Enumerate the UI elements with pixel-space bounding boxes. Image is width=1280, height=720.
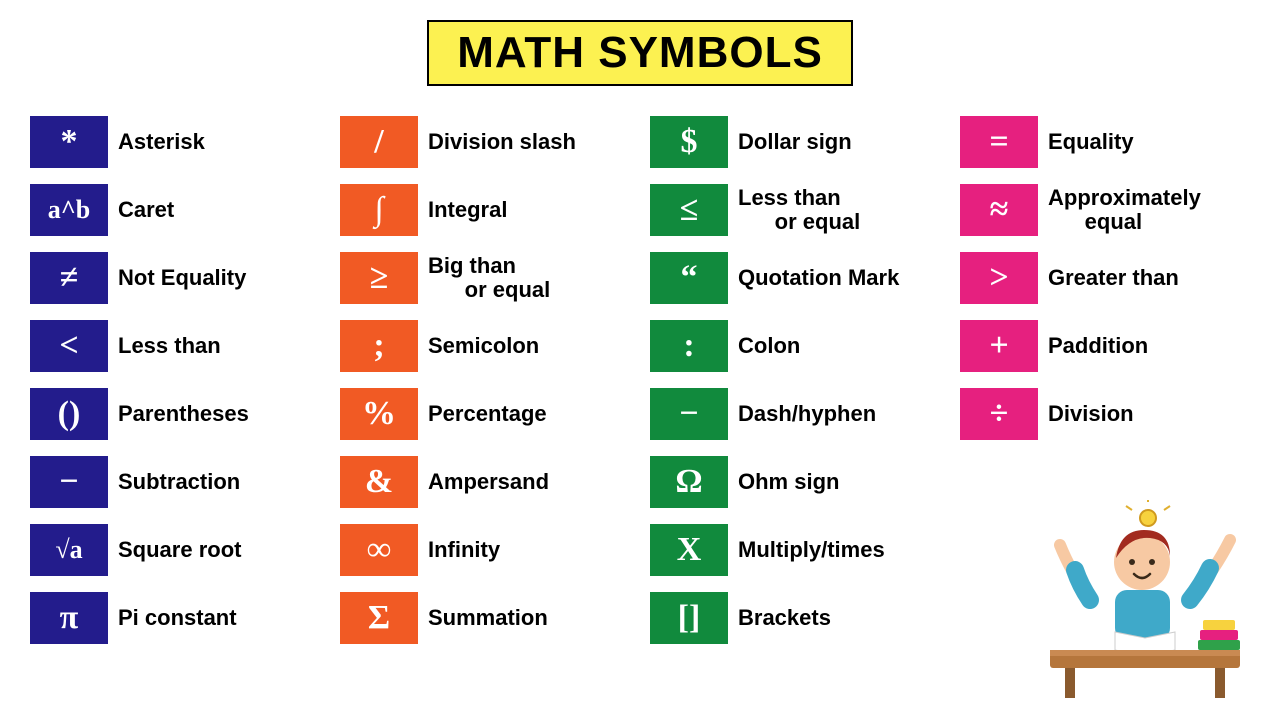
symbol-label: Ampersand xyxy=(428,470,549,494)
symbol-chip: “ xyxy=(650,252,728,304)
column-0: * Asterisk a^b Caret ≠ Not Equality < Less than… xyxy=(30,116,320,644)
symbol-label: Big than or equal xyxy=(428,254,550,302)
symbol-label: Approximately equal xyxy=(1048,186,1201,234)
symbol-chip: : xyxy=(650,320,728,372)
symbol-chip: & xyxy=(340,456,418,508)
symbol-item: ∫ Integral xyxy=(340,184,630,236)
symbol-chip: Ω xyxy=(650,456,728,508)
symbol-item: &Ampersand xyxy=(340,456,630,508)
symbol-chip: ∫ xyxy=(340,184,418,236)
symbol-item: [] Brackets xyxy=(650,592,940,644)
symbol-label: Division xyxy=(1048,402,1134,426)
symbol-item: √a Square root xyxy=(30,524,320,576)
symbol-label: Integral xyxy=(428,198,507,222)
symbol-label: Multiply/times xyxy=(738,538,885,562)
symbol-chip: ≥ xyxy=(340,252,418,304)
symbol-item: X Multiply/times xyxy=(650,524,940,576)
symbol-item: ≤Less than or equal xyxy=(650,184,940,236)
symbol-item: −Dash/hyphen xyxy=(650,388,940,440)
symbol-item: ≥Big than or equal xyxy=(340,252,630,304)
symbol-label: Colon xyxy=(738,334,800,358)
symbol-label: Greater than xyxy=(1048,266,1179,290)
symbol-label: Not Equality xyxy=(118,266,246,290)
symbol-chip: < xyxy=(30,320,108,372)
symbol-chip: + xyxy=(960,320,1038,372)
symbol-chip: / xyxy=(340,116,418,168)
symbol-label: Subtraction xyxy=(118,470,240,494)
symbol-item: + Paddition xyxy=(960,320,1250,372)
symbol-item: ∞ Infinity xyxy=(340,524,630,576)
symbol-chip: ; xyxy=(340,320,418,372)
symbol-item: % Percentage xyxy=(340,388,630,440)
symbol-item: ÷ Division xyxy=(960,388,1250,440)
symbol-item: = Equality xyxy=(960,116,1250,168)
symbol-item: / Division slash xyxy=(340,116,630,168)
symbol-label: Division slash xyxy=(428,130,576,154)
symbol-chip: − xyxy=(30,456,108,508)
symbol-label: Semicolon xyxy=(428,334,539,358)
column-3: =Equality≈Approximately equal>Greater th… xyxy=(960,116,1250,440)
symbol-chip: X xyxy=(650,524,728,576)
symbol-item: > Greater than xyxy=(960,252,1250,304)
symbol-label: Less than xyxy=(118,334,221,358)
symbol-item: ≠ Not Equality xyxy=(30,252,320,304)
title-container: MATH SYMBOLS xyxy=(30,20,1250,86)
symbol-chip: ÷ xyxy=(960,388,1038,440)
symbol-chip: π xyxy=(30,592,108,644)
symbol-chip: % xyxy=(340,388,418,440)
symbol-label: Caret xyxy=(118,198,174,222)
symbol-chip: = xyxy=(960,116,1038,168)
symbol-label: Asterisk xyxy=(118,130,205,154)
symbol-label: Brackets xyxy=(738,606,831,630)
symbol-item: −Subtraction xyxy=(30,456,320,508)
symbol-label: Less than or equal xyxy=(738,186,860,234)
page-title: MATH SYMBOLS xyxy=(427,20,853,86)
symbol-item: < Less than xyxy=(30,320,320,372)
student-illustration xyxy=(1020,500,1260,700)
symbol-chip: $ xyxy=(650,116,728,168)
symbol-chip: − xyxy=(650,388,728,440)
column-2: $Dollar sign≤Less than or equal“Quotatio… xyxy=(650,116,940,644)
symbol-label: Equality xyxy=(1048,130,1134,154)
symbol-item: “ Quotation Mark xyxy=(650,252,940,304)
symbol-label: Ohm sign xyxy=(738,470,839,494)
symbol-label: Dollar sign xyxy=(738,130,852,154)
symbol-label: Paddition xyxy=(1048,334,1148,358)
symbol-chip: √a xyxy=(30,524,108,576)
symbol-label: Infinity xyxy=(428,538,500,562)
symbol-label: Quotation Mark xyxy=(738,266,899,290)
symbol-chip: > xyxy=(960,252,1038,304)
symbol-chip: ∞ xyxy=(340,524,418,576)
symbol-chip: [] xyxy=(650,592,728,644)
symbol-chip: a^b xyxy=(30,184,108,236)
symbol-item: * Asterisk xyxy=(30,116,320,168)
symbol-item: Ω Ohm sign xyxy=(650,456,940,508)
symbol-label: Summation xyxy=(428,606,548,630)
symbol-label: Dash/hyphen xyxy=(738,402,876,426)
symbol-item: a^b Caret xyxy=(30,184,320,236)
symbol-label: Percentage xyxy=(428,402,547,426)
symbol-item: $ Dollar sign xyxy=(650,116,940,168)
symbol-chip: * xyxy=(30,116,108,168)
symbol-item: ≈Approximately equal xyxy=(960,184,1250,236)
column-1: / Division slash ∫ Integral ≥Big than or equ… xyxy=(340,116,630,644)
symbol-item: ; Semicolon xyxy=(340,320,630,372)
symbol-chip: Σ xyxy=(340,592,418,644)
symbol-label: Parentheses xyxy=(118,402,249,426)
symbol-label: Pi constant xyxy=(118,606,237,630)
symbol-chip: ≈ xyxy=(960,184,1038,236)
symbol-chip: ≠ xyxy=(30,252,108,304)
symbol-item: () Parentheses xyxy=(30,388,320,440)
symbol-item: π Pi constant xyxy=(30,592,320,644)
symbol-chip: () xyxy=(30,388,108,440)
symbol-item: : Colon xyxy=(650,320,940,372)
symbol-chip: ≤ xyxy=(650,184,728,236)
symbol-item: Σ Summation xyxy=(340,592,630,644)
symbol-label: Square root xyxy=(118,538,241,562)
